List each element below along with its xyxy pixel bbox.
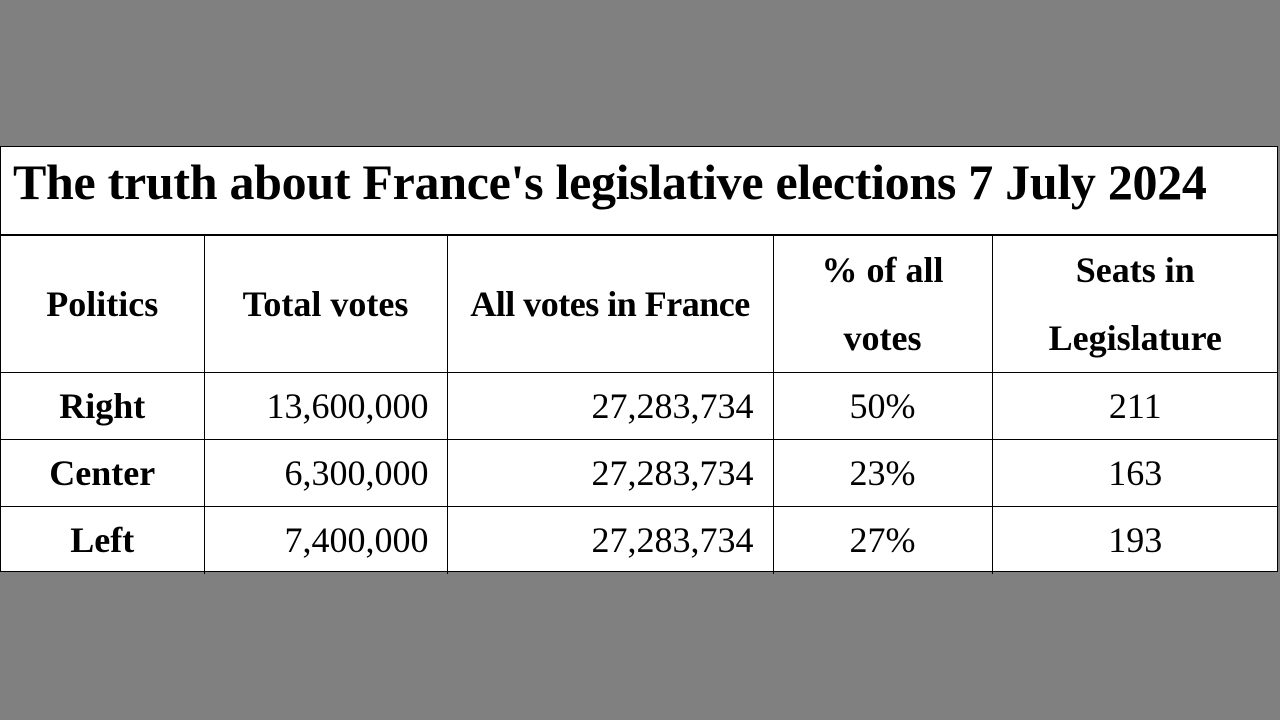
- cell-seats: 211: [991, 372, 1278, 440]
- cell-total-votes: 6,300,000: [203, 439, 448, 507]
- election-results-table: Politics Total votes All votes in France…: [1, 235, 1278, 574]
- header-politics: Politics: [1, 235, 205, 373]
- table-row: Center 6,300,000 27,283,734 23% 163: [1, 439, 1278, 507]
- header-seats-text: Seats in Legislature: [1048, 250, 1222, 358]
- table-title: The truth about France's legislative ele…: [1, 147, 1277, 235]
- cell-seats: 163: [991, 439, 1278, 507]
- cell-all-votes: 27,283,734: [446, 439, 774, 507]
- header-total-votes: Total votes: [203, 235, 448, 373]
- header-row: Politics Total votes All votes in France…: [1, 235, 1278, 373]
- cell-politics: Center: [1, 439, 205, 507]
- header-percent-text: % of all votes: [821, 250, 944, 358]
- cell-all-votes: 27,283,734: [446, 372, 774, 440]
- election-table-card: The truth about France's legislative ele…: [0, 146, 1278, 574]
- cell-all-votes: 27,283,734: [446, 506, 774, 574]
- cell-percent: 27%: [772, 506, 993, 574]
- table-row: Left 7,400,000 27,283,734 27% 193: [1, 506, 1278, 574]
- header-percent: % of all votes: [772, 235, 993, 373]
- cell-total-votes: 13,600,000: [203, 372, 448, 440]
- cell-politics: Left: [1, 506, 205, 574]
- header-all-votes: All votes in France: [446, 235, 774, 373]
- cell-percent: 23%: [772, 439, 993, 507]
- cell-total-votes: 7,400,000: [203, 506, 448, 574]
- cell-seats: 193: [991, 506, 1278, 574]
- header-seats: Seats in Legislature: [991, 235, 1278, 373]
- table-row: Right 13,600,000 27,283,734 50% 211: [1, 372, 1278, 440]
- cell-percent: 50%: [772, 372, 993, 440]
- cell-politics: Right: [1, 372, 205, 440]
